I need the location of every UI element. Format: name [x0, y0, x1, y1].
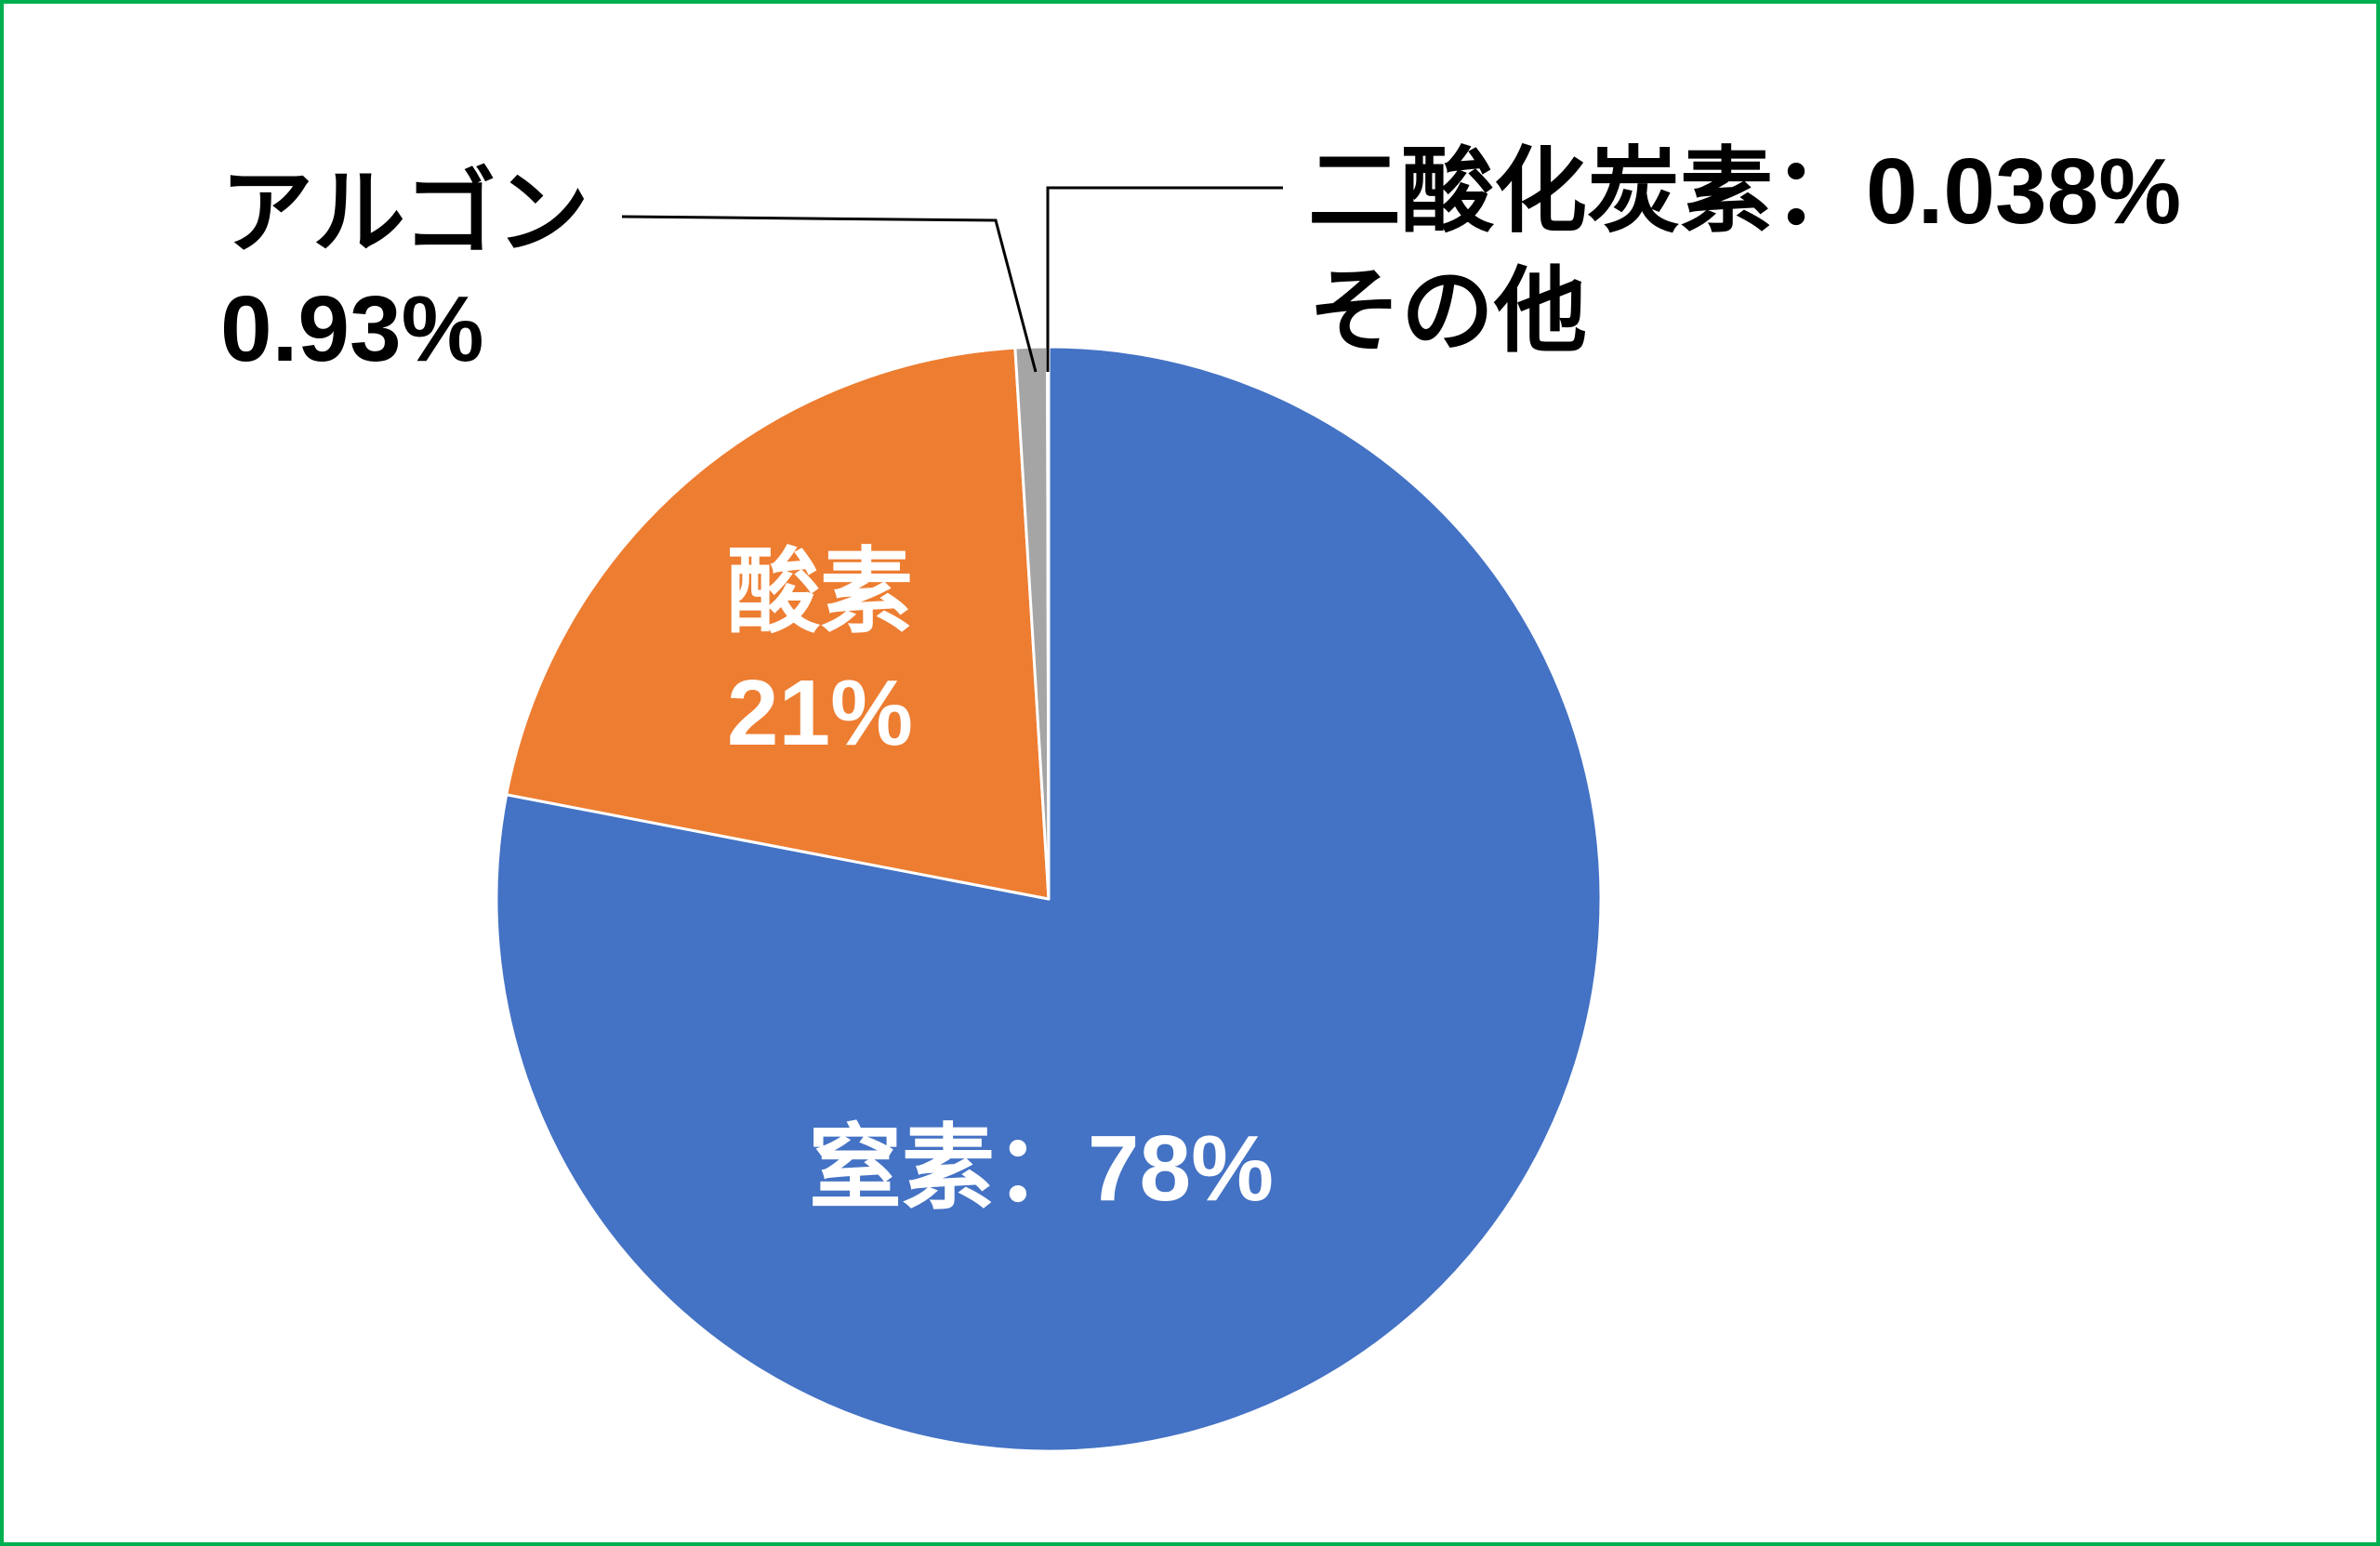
- data-label-co2-first-line: 二酸化炭素：0.038%: [1308, 132, 2181, 252]
- data-label-oxygen-value: 21%: [726, 661, 914, 765]
- data-label-co2-name: 二酸化炭素: [1308, 139, 1773, 244]
- pie-slice-oxygen: [505, 346, 1051, 901]
- data-label-oxygen-name: 酸素: [727, 540, 913, 644]
- pie-slices: [495, 345, 1603, 1453]
- data-label-nitrogen: 窒素：78%: [809, 1113, 1274, 1224]
- data-label-oxygen: 酸素 21%: [727, 532, 913, 773]
- pie-slice-co2-other: [1046, 345, 1051, 901]
- data-label-argon-name: アルゴン: [220, 161, 589, 265]
- data-label-argon-value: 0.93%: [220, 277, 484, 381]
- argon-leader-line: [621, 215, 1038, 373]
- data-label-co2-separator: ：: [1773, 139, 1866, 244]
- data-label-nitrogen-value: 78%: [1087, 1117, 1275, 1221]
- data-label-argon: アルゴン 0.93%: [220, 155, 589, 388]
- data-label-co2-other: 二酸化炭素：0.038% その他: [1308, 132, 2181, 372]
- data-label-nitrogen-name: 窒素: [808, 1117, 995, 1221]
- co2-leader-line: [1046, 186, 1283, 372]
- data-label-nitrogen-separator: ：: [994, 1117, 1088, 1221]
- data-label-co2-extra: その他: [1308, 259, 1587, 363]
- data-label-co2-value: 0.038%: [1866, 139, 2182, 244]
